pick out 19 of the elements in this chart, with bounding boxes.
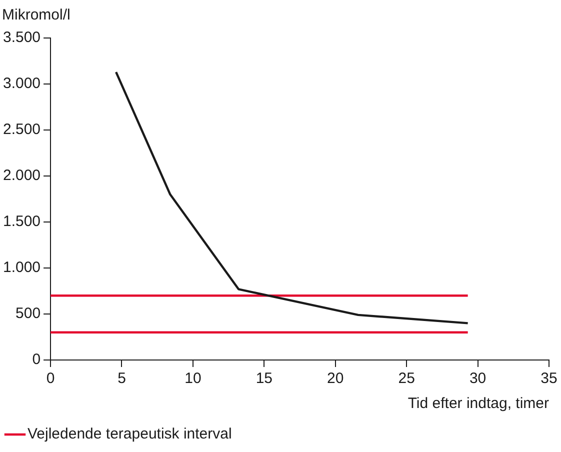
x-tick-label: 0 (46, 370, 55, 388)
x-tick-label: 20 (327, 370, 344, 388)
y-tick-label: 500 (16, 305, 41, 322)
x-tick-label: 15 (256, 370, 273, 388)
x-tick-label: 5 (118, 370, 126, 388)
y-tick-label: 3.000 (2, 75, 41, 92)
y-tick-label: 0 (32, 351, 41, 368)
y-tick-label: 1.000 (2, 259, 41, 276)
x-tick-label: 35 (540, 370, 558, 388)
legend-label: Vejledende terapeutisk interval (28, 426, 232, 443)
x-axis-title: Tid efter indtag, timer (408, 395, 549, 412)
x-tick-label: 30 (469, 370, 486, 388)
y-tick-label: 2.500 (2, 121, 41, 138)
y-tick-label: 3.500 (2, 29, 41, 46)
y-tick-label: 2.000 (2, 167, 41, 184)
x-tick-label: 25 (398, 370, 415, 388)
y-axis-title: Mikromol/l (2, 6, 70, 24)
y-tick-label: 1.500 (2, 213, 41, 230)
x-tick-label: 10 (184, 370, 202, 388)
